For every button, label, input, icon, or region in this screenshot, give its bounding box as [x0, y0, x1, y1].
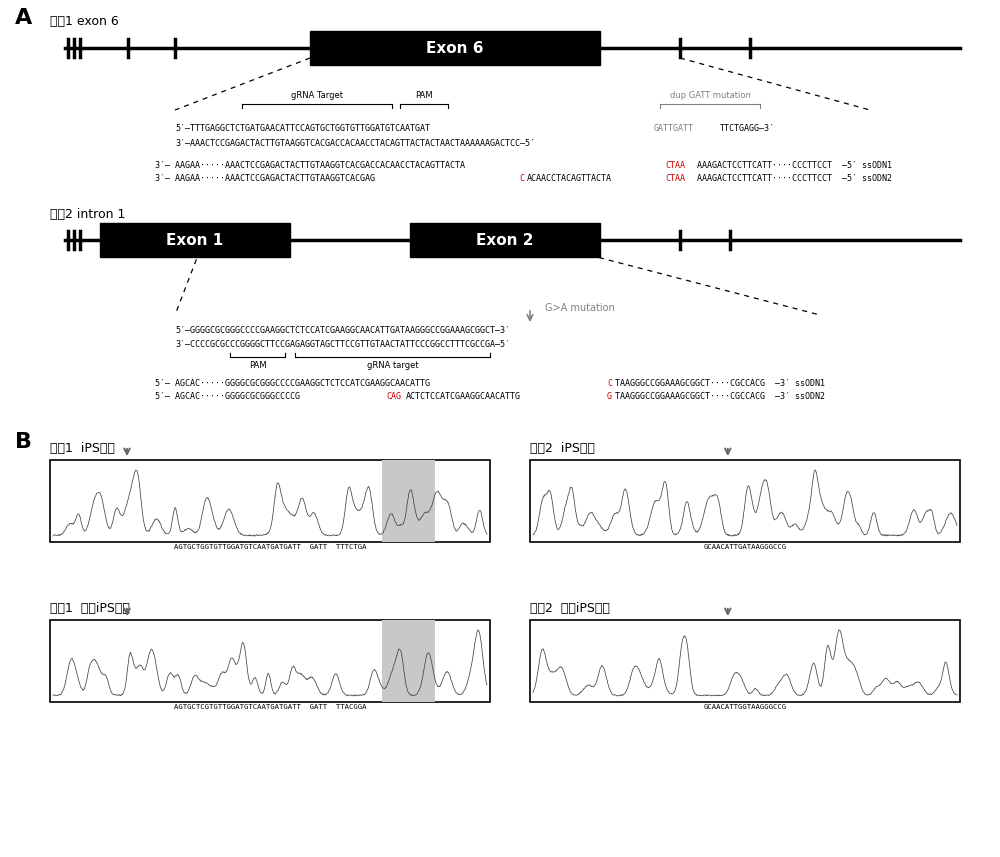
Text: ACTCTCCATCGAAGGCAACATTG: ACTCTCCATCGAAGGCAACATTG [406, 392, 521, 400]
Text: 5′–TTTGAGGCTCTGATGAACATTCCAGTGCTGGTGTTGGATGTCAATGAT: 5′–TTTGAGGCTCTGATGAACATTCCAGTGCTGGTGTTGG… [175, 123, 430, 133]
Bar [50, 620, 490, 702]
Text: G>A mutation: G>A mutation [545, 303, 615, 313]
Bar [382, 620, 435, 702]
Text: 病人2  修夏iPS细胞: 病人2 修夏iPS细胞 [530, 602, 610, 615]
Text: dup GATT mutation: dup GATT mutation [670, 91, 750, 100]
Text: TAAGGGCCGGAAAGCGGCT····CGCCACG  –3′ ssODN2: TAAGGGCCGGAAAGCGGCT····CGCCACG –3′ ssODN… [615, 392, 825, 400]
Text: AGTGCTGGTGTTGGATGTCAATGATGATT  GATT  TTTCTGA: AGTGCTGGTGTTGGATGTCAATGATGATT GATT TTTCT… [174, 544, 366, 550]
Text: 3′– AAGAA·····AAACTCCGAGACTACTTGTAAGGTCACGAG: 3′– AAGAA·····AAACTCCGAGACTACTTGTAAGGTCA… [155, 173, 375, 183]
Text: AAAGACTCCTTCATT····CCCTTCCT  –5′ ssODN1: AAAGACTCCTTCATT····CCCTTCCT –5′ ssODN1 [697, 160, 892, 170]
Text: gRNA Target: gRNA Target [291, 91, 343, 100]
Text: 病人2  iPS细胞: 病人2 iPS细胞 [530, 442, 595, 455]
Text: C: C [607, 379, 612, 387]
Text: PAM: PAM [415, 91, 433, 100]
Text: 5′– AGCAC·····GGGGCGCGGGCCCCG: 5′– AGCAC·····GGGGCGCGGGCCCCG [155, 392, 300, 400]
Text: 3′–AAACTCCGAGACTACTTGTAAGGTCACGACCACAACCTACAGTTACTACTAACTAAAAAAGACTCC–5′: 3′–AAACTCCGAGACTACTTGTAAGGTCACGACCACAACC… [175, 139, 535, 147]
Text: GCAACATTGATAAGGGCCG: GCAACATTGATAAGGGCCG [703, 544, 787, 550]
Text: A: A [15, 8, 32, 28]
Text: 病人2 intron 1: 病人2 intron 1 [50, 208, 125, 221]
Bar [410, 223, 600, 257]
Bar [530, 620, 960, 702]
Text: Exon 6: Exon 6 [426, 40, 484, 56]
Text: 病人1 exon 6: 病人1 exon 6 [50, 15, 119, 28]
Text: G: G [607, 392, 612, 400]
Text: ACAACCTACAGTTACTA: ACAACCTACAGTTACTA [527, 173, 612, 183]
Text: TTCTGAGG–3′: TTCTGAGG–3′ [720, 123, 775, 133]
Text: 3′–CCCCGCGCCCGGGGCTTCCGAGAGGTAGCTTCCGTTGTAACTATTCCCGGCCTTTCGCCGA–5′: 3′–CCCCGCGCCCGGGGCTTCCGAGAGGTAGCTTCCGTTG… [175, 339, 510, 349]
Bar [310, 31, 600, 65]
Bar [100, 223, 290, 257]
Text: GATTGATT: GATTGATT [654, 123, 694, 133]
Text: C: C [519, 173, 524, 183]
Text: gRNA target: gRNA target [367, 361, 418, 370]
Text: TAAGGGCCGGAAAGCGGCT····CGCCACG  –3′ ssODN1: TAAGGGCCGGAAAGCGGCT····CGCCACG –3′ ssODN… [615, 379, 825, 387]
Bar [50, 460, 490, 542]
Text: Exon 2: Exon 2 [476, 232, 534, 248]
Bar [382, 460, 435, 542]
Text: 3′– AAGAA·····AAACTCCGAGACTACTTGTAAGGTCACGACCACAACCTACAGTTACTA: 3′– AAGAA·····AAACTCCGAGACTACTTGTAAGGTCA… [155, 160, 465, 170]
Text: 5′–GGGGCGCGGGCCCCGAAGGCTCTCCATCGAAGGCAACATTGATAAGGGCCGGAAAGCGGCT–3′: 5′–GGGGCGCGGGCCCCGAAGGCTCTCCATCGAAGGCAAC… [175, 326, 510, 334]
Text: CTAA: CTAA [665, 173, 685, 183]
Text: 病人1  修夏iPS细胞: 病人1 修夏iPS细胞 [50, 602, 130, 615]
Text: Exon 1: Exon 1 [166, 232, 224, 248]
Text: B: B [15, 432, 32, 452]
Text: GCAACATTGGTAAGGGCCG: GCAACATTGGTAAGGGCCG [703, 704, 787, 710]
Text: CAG: CAG [386, 392, 401, 400]
Text: AGTGCTCGTGTTGGATGTCAATGATGATT  GATT  TTACGGA: AGTGCTCGTGTTGGATGTCAATGATGATT GATT TTACG… [174, 704, 366, 710]
Text: 5′– AGCAC·····GGGGCGCGGGCCCCGAAGGCTCTCCATCGAAGGCAACATTG: 5′– AGCAC·····GGGGCGCGGGCCCCGAAGGCTCTCCA… [155, 379, 430, 387]
Text: 病人1  iPS细胞: 病人1 iPS细胞 [50, 442, 115, 455]
Bar [530, 460, 960, 542]
Text: AAAGACTCCTTCATT····CCCTTCCT  –5′ ssODN2: AAAGACTCCTTCATT····CCCTTCCT –5′ ssODN2 [697, 173, 892, 183]
Text: CTAA: CTAA [665, 160, 685, 170]
Text: PAM: PAM [249, 361, 266, 370]
